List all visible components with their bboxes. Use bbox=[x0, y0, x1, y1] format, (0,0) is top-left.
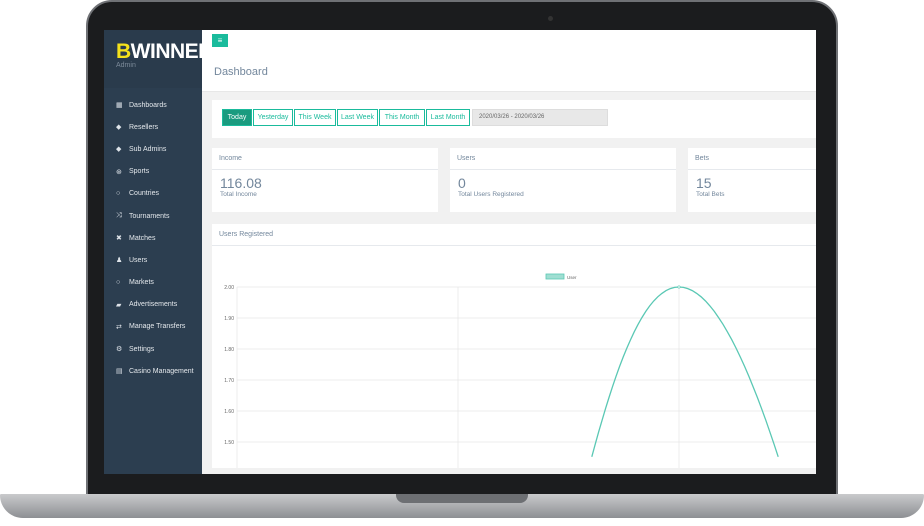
sidebar-item-label: Countries bbox=[129, 190, 159, 198]
card-title: Income bbox=[212, 148, 438, 170]
y-tick-label: 1.50 bbox=[224, 440, 234, 446]
card-icon: ▤ bbox=[116, 368, 123, 376]
exchange-icon: ⇄ bbox=[116, 323, 122, 331]
sidebar-item-markets[interactable]: ○ Markets bbox=[104, 272, 202, 294]
filter-this-week-button[interactable]: This Week bbox=[294, 109, 336, 126]
sidebar-item-settings[interactable]: ⚙ Settings bbox=[104, 338, 202, 360]
card-value: 0 bbox=[458, 175, 466, 191]
sidebar-item-label: Dashboards bbox=[129, 101, 167, 109]
filter-today-button[interactable]: Today bbox=[222, 109, 252, 126]
sidebar-item-label: Advertisements bbox=[129, 301, 178, 309]
card-value: 15 bbox=[696, 175, 712, 191]
brand-subtitle: Admin bbox=[116, 62, 136, 69]
y-tick-label: 1.70 bbox=[224, 378, 234, 384]
tag-icon: ◆ bbox=[116, 124, 122, 132]
tag-icon: ◆ bbox=[116, 146, 122, 154]
sidebar-item-users[interactable]: ♟ Users bbox=[104, 249, 202, 271]
users-card: Users 0 Total Users Registered bbox=[450, 148, 676, 212]
page-title: Dashboard bbox=[214, 66, 268, 78]
sidebar-item-label: Markets bbox=[129, 279, 154, 287]
logo: BWINNER bbox=[116, 40, 213, 63]
sidebar-item-label: Casino Management bbox=[129, 367, 194, 375]
series-line-user bbox=[591, 286, 779, 458]
card-value: 116.08 bbox=[220, 175, 262, 191]
sidebar-item-label: Matches bbox=[129, 234, 156, 242]
y-tick-label: 1.60 bbox=[224, 409, 234, 415]
sidebar-item-label: Settings bbox=[129, 345, 155, 353]
shuffle-icon: ⤨ bbox=[116, 212, 122, 220]
sidebar-item-matches[interactable]: ✖ Matches bbox=[104, 227, 202, 249]
sidebar-nav: ▦ Dashboards ◆ Resellers ◆ Sub Admins ⊛ Sports ○… bbox=[104, 94, 202, 382]
sidebar-item-label: Sports bbox=[129, 168, 150, 176]
y-tick-label: 2.00 bbox=[224, 285, 234, 291]
sidebar-item-manage-transfers[interactable]: ⇄ Manage Transfers bbox=[104, 316, 202, 338]
filter-yesterday-button[interactable]: Yesterday bbox=[253, 109, 293, 126]
menu-toggle-button[interactable]: ≡ bbox=[212, 34, 228, 47]
data-point bbox=[677, 285, 681, 289]
filter-last-month-button[interactable]: Last Month bbox=[426, 109, 470, 126]
sidebar-item-label: Resellers bbox=[129, 123, 159, 131]
sidebar-item-label: Manage Transfers bbox=[129, 323, 186, 331]
user-icon: ♟ bbox=[116, 257, 123, 265]
circle-icon: ○ bbox=[116, 190, 121, 198]
sidebar-item-sub-admins[interactable]: ◆ Sub Admins bbox=[104, 138, 202, 160]
users-registered-panel: Users Registered 2.00 1.90 1.80 1.70 1.60 1.5… bbox=[212, 224, 816, 468]
filter-this-month-button[interactable]: This Month bbox=[379, 109, 425, 126]
date-range-input[interactable]: 2020/03/26 - 2020/03/26 bbox=[472, 109, 608, 126]
y-tick-label: 1.80 bbox=[224, 347, 234, 353]
grid-icon: ▦ bbox=[116, 102, 123, 110]
cross-icon: ✖ bbox=[116, 235, 122, 243]
sidebar-item-advertisements[interactable]: ▰ Advertisements bbox=[104, 294, 202, 316]
sidebar: BWINNER Admin ▦ Dashboards ◆ Resellers ◆ Sub … bbox=[104, 30, 213, 474]
panel-title: Users Registered bbox=[212, 224, 816, 246]
topbar: ≡ Dashboard bbox=[202, 30, 816, 92]
card-title: Bets bbox=[688, 148, 816, 170]
ball-icon: ⊛ bbox=[116, 168, 122, 176]
brand[interactable]: BWINNER Admin bbox=[104, 30, 213, 88]
card-title: Users bbox=[450, 148, 676, 170]
legend-label: User bbox=[567, 275, 577, 280]
sidebar-item-countries[interactable]: ○ Countries bbox=[104, 183, 202, 205]
users-chart: 2.001.901.801.701.601.501.40User bbox=[224, 273, 816, 468]
y-tick-label: 1.90 bbox=[224, 316, 234, 322]
laptop-notch bbox=[396, 494, 528, 503]
sidebar-item-label: Users bbox=[129, 256, 148, 264]
camera bbox=[548, 16, 553, 21]
sidebar-item-casino-management[interactable]: ▤ Casino Management bbox=[104, 360, 202, 382]
sidebar-item-label: Tournaments bbox=[129, 212, 170, 220]
gears-icon: ⚙ bbox=[116, 346, 123, 354]
card-subtitle: Total Bets bbox=[696, 191, 725, 198]
bullhorn-icon: ▰ bbox=[116, 301, 122, 309]
legend-swatch bbox=[545, 273, 565, 280]
sidebar-item-tournaments[interactable]: ⤨ Tournaments bbox=[104, 205, 202, 227]
circle-icon: ○ bbox=[116, 279, 121, 287]
bets-card: Bets 15 Total Bets bbox=[688, 148, 816, 212]
sidebar-item-sports[interactable]: ⊛ Sports bbox=[104, 161, 202, 183]
card-subtitle: Total Income bbox=[220, 191, 257, 198]
screen: BWINNER Admin ▦ Dashboards ◆ Resellers ◆ Sub … bbox=[104, 30, 816, 474]
sidebar-item-resellers[interactable]: ◆ Resellers bbox=[104, 116, 202, 138]
income-card: Income 116.08 Total Income bbox=[212, 148, 438, 212]
filter-last-week-button[interactable]: Last Week bbox=[337, 109, 378, 126]
sidebar-item-dashboards[interactable]: ▦ Dashboards bbox=[104, 94, 202, 116]
card-subtitle: Total Users Registered bbox=[458, 191, 524, 198]
date-filter-bar: Today Yesterday This Week Last Week This Mon… bbox=[212, 100, 816, 138]
sidebar-item-label: Sub Admins bbox=[129, 145, 167, 153]
